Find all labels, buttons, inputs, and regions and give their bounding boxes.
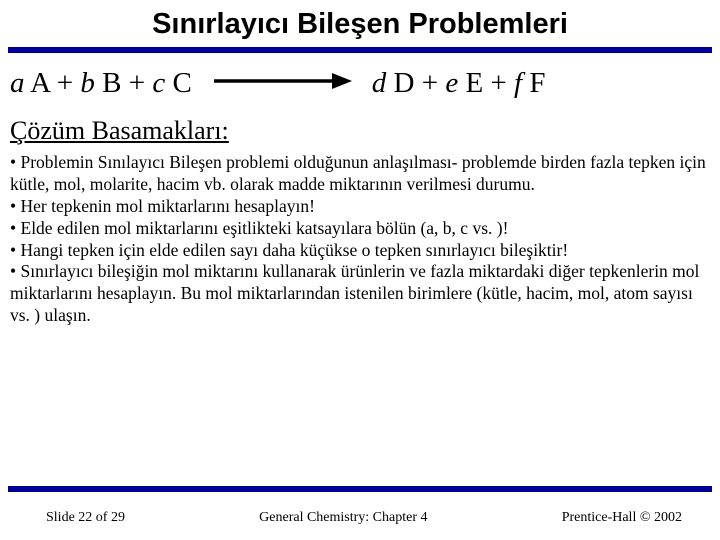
equation-right: d D + e E + f F <box>372 67 546 100</box>
reaction-arrow <box>212 67 352 100</box>
footer-rule <box>8 486 712 492</box>
equation-left: a A + b B + c C <box>10 67 192 100</box>
footer: Slide 22 of 29 General Chemistry: Chapte… <box>0 510 720 526</box>
bullet-list: • Problemin Sınılayıcı Bileşen problemi … <box>0 152 720 327</box>
footer-left: Slide 22 of 29 <box>46 510 125 526</box>
footer-right: Prentice-Hall © 2002 <box>562 510 682 526</box>
footer-center: General Chemistry: Chapter 4 <box>259 510 427 526</box>
bullet-item: • Sınırlayıcı bileşiğin mol miktarını ku… <box>10 261 708 327</box>
equation-row: a A + b B + c C d D + e E + f F <box>0 53 720 114</box>
bullet-item: • Elde edilen mol miktarlarını eşitlikte… <box>10 218 708 240</box>
bullet-item: • Hangi tepken için elde edilen sayı dah… <box>10 240 708 262</box>
bullet-item: • Her tepkenin mol miktarlarını hesaplay… <box>10 196 708 218</box>
bullet-item: • Problemin Sınılayıcı Bileşen problemi … <box>10 152 708 196</box>
section-heading: Çözüm Basamakları: <box>0 114 720 152</box>
slide-title: Sınırlayıcı Bileşen Problemleri <box>0 0 720 47</box>
